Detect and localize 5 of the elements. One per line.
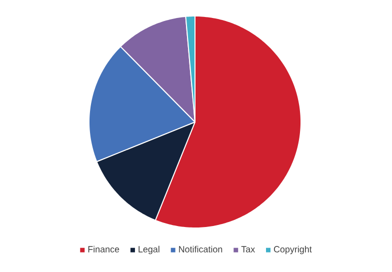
legend-label: Finance <box>88 246 120 252</box>
legend-label: Copyright <box>274 246 312 254</box>
legend-label: Tax <box>241 246 255 252</box>
legend-label: Notification <box>179 246 222 252</box>
legend-label: Legal <box>138 246 160 254</box>
